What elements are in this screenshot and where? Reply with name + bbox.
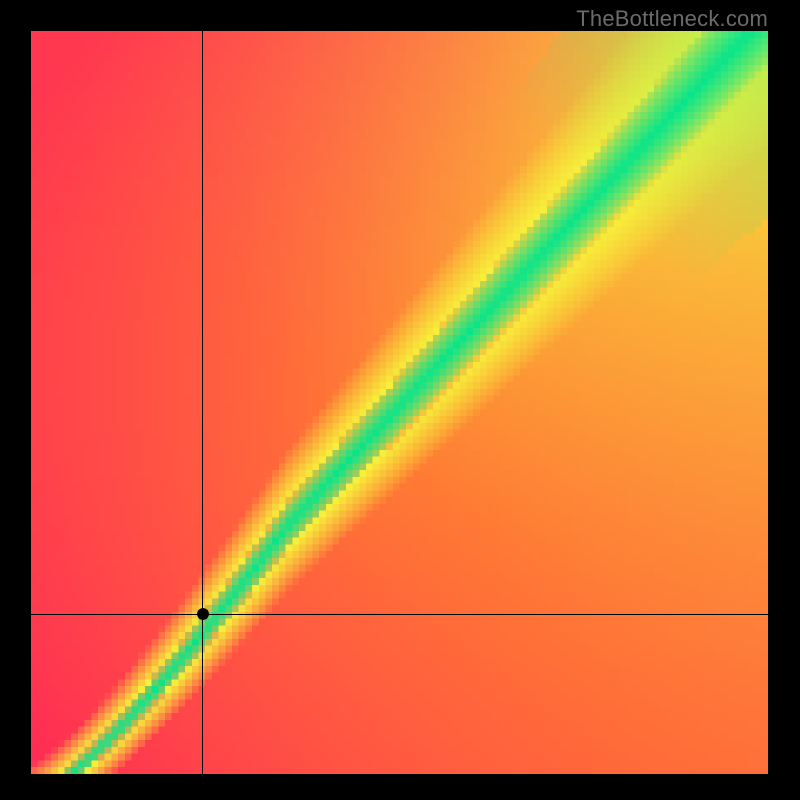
crosshair-vertical (202, 31, 203, 774)
heatmap-canvas (31, 31, 768, 774)
watermark-text: TheBottleneck.com (576, 6, 768, 32)
crosshair-horizontal (31, 614, 768, 615)
heatmap-frame (31, 31, 768, 774)
